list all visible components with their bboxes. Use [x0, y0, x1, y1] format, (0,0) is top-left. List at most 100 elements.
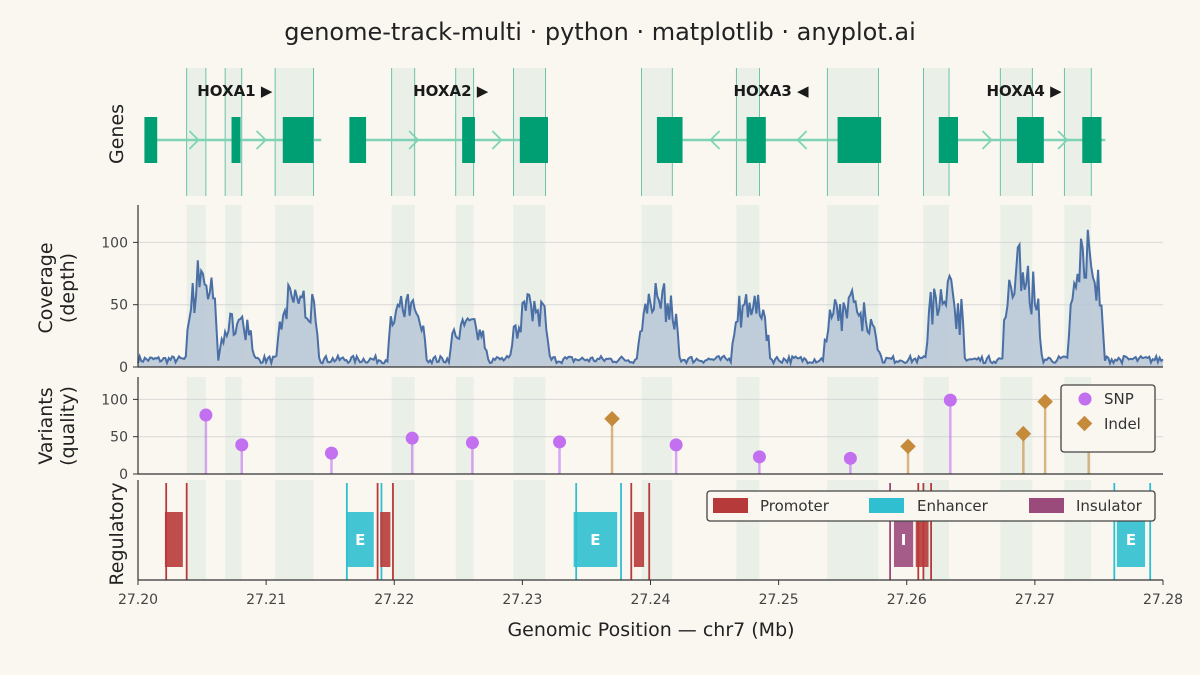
snp-marker [324, 446, 338, 460]
y-tick-label: 50 [110, 430, 128, 446]
y-tick-label: 0 [119, 360, 128, 376]
gene-exon [938, 117, 958, 163]
enhancer-element [346, 512, 374, 567]
gene-exon [349, 117, 367, 163]
legend-indel-marker [1076, 415, 1093, 432]
x-tick-label: 27.27 [1015, 592, 1055, 608]
genes-glyphs: HOXA1 ▶ HOXA2 ▶ HOXA3 ◀ HOXA4 ▶ [144, 82, 1106, 163]
exon-shade-band [455, 377, 474, 474]
gene-exon [519, 117, 548, 163]
promoter-element [164, 512, 183, 567]
x-tick-label: 27.23 [502, 592, 542, 608]
snp-marker [553, 435, 567, 449]
snp-marker [465, 436, 479, 450]
x-axis-label: Genomic Position — chr7 (Mb) [507, 619, 794, 641]
x-tick-label: 27.26 [887, 592, 927, 608]
regulatory-legend: Promoter Enhancer Insulator [706, 490, 1156, 522]
exon-shade-band [1000, 377, 1033, 474]
coverage-ylabel-line2: (depth) [57, 253, 79, 323]
snp-marker [199, 408, 213, 422]
y-tick-label: 0 [119, 467, 128, 483]
gene-label: HOXA1 ▶ [197, 82, 273, 100]
coverage-line [137, 229, 1164, 367]
exon-shade-band [455, 480, 474, 580]
gene-label: HOXA4 ▶ [986, 82, 1062, 100]
gene-exon [231, 117, 241, 163]
insulator-element-label: I [901, 531, 907, 549]
coverage-axes: 0 50 100 [101, 205, 1163, 376]
exon-shade-band [275, 377, 314, 474]
exon-shade-band [641, 377, 673, 474]
snp-marker [405, 431, 419, 445]
promoter-element [633, 512, 645, 567]
indel-marker [1037, 393, 1053, 410]
exon-shade-band [275, 480, 314, 580]
legend-promoter-label: Promoter [760, 497, 830, 515]
exon-shade-band [923, 377, 950, 474]
gene-exon [656, 117, 683, 163]
genes-ylabel: Genes [106, 104, 128, 164]
legend-enhancer-swatch [869, 498, 904, 513]
y-tick-label: 100 [101, 235, 128, 251]
legend-snp-marker [1078, 392, 1092, 406]
variants-legend: SNP Indel [1060, 384, 1156, 453]
strand-chevron [408, 130, 420, 150]
exon-shade-band [186, 68, 206, 196]
exon-shade-band [225, 377, 242, 474]
variants-ylabel-line1: Variants [35, 387, 57, 464]
genes-panel: HOXA1 ▶ HOXA2 ▶ HOXA3 ◀ HOXA4 ▶ Genes [106, 68, 1106, 196]
promoter-element [380, 512, 391, 567]
strand-chevron [491, 130, 503, 150]
x-tick-label: 27.22 [374, 592, 414, 608]
coverage-panel: 0 50 100 Coverage (depth) [35, 205, 1164, 376]
strand-chevron [709, 130, 721, 150]
x-tick-label: 27.25 [759, 592, 799, 608]
gene-exon [1082, 117, 1102, 163]
regulatory-ylabel: Regulatory [106, 482, 128, 585]
enhancer-element-label: E [1126, 531, 1136, 549]
enhancer-element-label: E [590, 531, 600, 549]
promoter-element [915, 512, 929, 567]
legend-indel-label: Indel [1104, 415, 1141, 433]
variants-ylabel-line2: (quality) [57, 386, 79, 466]
exon-shade-band [391, 68, 415, 196]
snp-marker [235, 438, 249, 452]
exon-shade-band [391, 377, 415, 474]
strand-chevron [1057, 130, 1069, 150]
indel-marker [604, 411, 620, 427]
exon-shade-band [391, 480, 415, 580]
snp-marker [752, 450, 766, 464]
variants-marks [199, 393, 1097, 474]
legend-insulator-label: Insulator [1076, 497, 1143, 515]
exon-shade-band [513, 480, 546, 580]
snp-marker [843, 451, 857, 465]
variants-panel: 0 50 100 Variants (quality) SNP Indel [35, 377, 1163, 483]
gene-exon [462, 117, 475, 163]
snp-marker [669, 438, 683, 452]
indel-marker [900, 438, 916, 455]
legend-snp-label: SNP [1104, 390, 1134, 408]
x-tick-label: 27.24 [630, 592, 670, 608]
strand-chevron [188, 130, 200, 150]
strand-chevron [981, 130, 993, 150]
legend-promoter-swatch [713, 498, 748, 513]
x-tick-label: 27.28 [1143, 592, 1183, 608]
exon-shade-band [186, 377, 206, 474]
enhancer-element-label: E [355, 531, 365, 549]
x-tick-label: 27.21 [246, 592, 286, 608]
chart-title: genome-track-multi · python · matplotlib… [284, 18, 916, 46]
gene-label: HOXA3 ◀ [733, 82, 809, 100]
gene-exon [144, 117, 158, 163]
y-tick-label: 50 [110, 298, 128, 314]
x-tick-label: 27.20 [118, 592, 158, 608]
exon-shade-band [186, 480, 206, 580]
y-tick-label: 100 [101, 392, 128, 408]
strand-chevron [796, 130, 808, 150]
variants-axes: 0 50 100 [101, 377, 1163, 483]
enhancer-element [573, 512, 618, 567]
exon-shade-band [641, 480, 673, 580]
legend-insulator-swatch [1029, 498, 1064, 513]
x-axis: 27.20 27.21 27.22 27.23 27.24 27.25 27.26 27.27… [118, 580, 1183, 608]
gene-exon [837, 117, 882, 163]
